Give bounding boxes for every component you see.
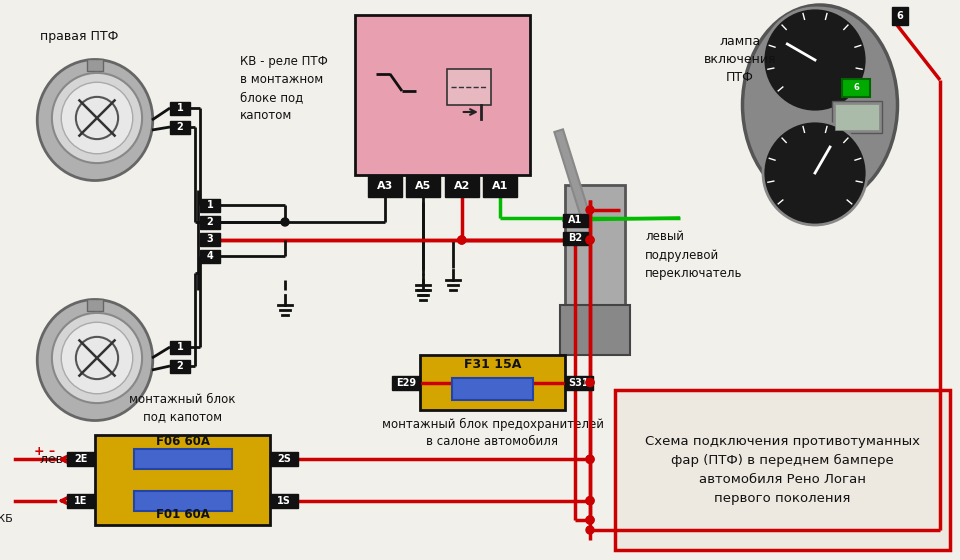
Bar: [200, 250, 220, 263]
Text: правая ПТФ: правая ПТФ: [40, 30, 118, 43]
Circle shape: [586, 526, 594, 534]
Circle shape: [586, 497, 594, 505]
Bar: [87, 298, 103, 310]
Bar: [563, 213, 588, 226]
Circle shape: [586, 206, 594, 214]
Circle shape: [61, 322, 132, 394]
Text: 1S: 1S: [277, 496, 291, 506]
Bar: [87, 58, 103, 71]
Circle shape: [586, 497, 594, 505]
Ellipse shape: [37, 300, 153, 421]
Bar: [95, 435, 270, 525]
Bar: [565, 185, 625, 335]
Bar: [420, 355, 565, 410]
Text: 2E: 2E: [74, 454, 87, 464]
Bar: [835, 104, 879, 130]
Circle shape: [586, 516, 594, 524]
Circle shape: [52, 73, 142, 163]
Circle shape: [763, 8, 867, 112]
Text: A1: A1: [492, 181, 509, 191]
Circle shape: [61, 82, 132, 154]
Text: 4: 4: [206, 251, 213, 261]
Text: F01 60A: F01 60A: [156, 508, 209, 521]
Text: 1E: 1E: [74, 496, 87, 506]
Text: A1: A1: [568, 215, 582, 225]
Circle shape: [763, 121, 867, 225]
Text: 3: 3: [206, 234, 213, 244]
Text: левый
подрулевой
переключатель: левый подрулевой переключатель: [645, 231, 742, 279]
Text: 1: 1: [177, 342, 183, 352]
Text: B2: B2: [568, 233, 582, 243]
Circle shape: [586, 455, 594, 463]
Text: + –: + –: [35, 445, 56, 458]
Bar: [452, 378, 533, 400]
Text: КВ - реле ПТФ
в монтажном
блоке под
капотом: КВ - реле ПТФ в монтажном блоке под капо…: [240, 55, 328, 122]
Bar: [565, 376, 593, 390]
Bar: [563, 231, 588, 245]
Text: E29: E29: [396, 377, 416, 388]
Bar: [446, 69, 491, 105]
Text: 1: 1: [177, 103, 183, 113]
Bar: [67, 452, 95, 466]
Text: с вывода "+" АКБ: с вывода "+" АКБ: [0, 514, 13, 524]
Bar: [270, 452, 298, 466]
Bar: [444, 175, 479, 197]
Text: 2: 2: [177, 361, 183, 371]
Bar: [170, 340, 190, 353]
Bar: [133, 491, 231, 511]
Text: F31 15A: F31 15A: [464, 358, 521, 371]
Circle shape: [458, 236, 466, 244]
Bar: [392, 376, 420, 390]
Text: 1: 1: [206, 200, 213, 210]
Text: левая ПТФ: левая ПТФ: [40, 453, 110, 466]
Circle shape: [586, 455, 594, 463]
Bar: [842, 79, 870, 97]
Text: A5: A5: [415, 181, 431, 191]
Bar: [355, 15, 530, 175]
Ellipse shape: [37, 59, 153, 180]
Bar: [270, 494, 298, 508]
Text: монтажный блок
под капотом: монтажный блок под капотом: [130, 393, 236, 423]
Text: F06 60A: F06 60A: [156, 435, 209, 448]
Bar: [368, 175, 401, 197]
Text: A3: A3: [376, 181, 393, 191]
Bar: [832, 101, 882, 133]
Circle shape: [586, 236, 594, 244]
Bar: [170, 120, 190, 133]
Text: монтажный блок предохранителей
в салоне автомобиля: монтажный блок предохранителей в салоне …: [381, 418, 604, 448]
Bar: [200, 198, 220, 212]
Bar: [133, 449, 231, 469]
Text: 2: 2: [177, 122, 183, 132]
Text: S31: S31: [568, 377, 589, 388]
Circle shape: [586, 379, 594, 386]
Circle shape: [586, 516, 594, 524]
Text: Схема подключения противотуманных
фар (ПТФ) в переднем бампере
автомобиля Рено Л: Схема подключения противотуманных фар (П…: [645, 435, 920, 505]
Bar: [483, 175, 517, 197]
Bar: [892, 7, 908, 25]
Circle shape: [586, 236, 594, 244]
Text: 6: 6: [853, 83, 859, 92]
Text: A2: A2: [453, 181, 470, 191]
Bar: [200, 216, 220, 228]
Circle shape: [586, 379, 594, 386]
Bar: [406, 175, 441, 197]
Text: 6: 6: [897, 11, 903, 21]
Circle shape: [52, 313, 142, 403]
Bar: [560, 305, 630, 355]
Text: 2S: 2S: [277, 454, 291, 464]
Bar: [67, 494, 95, 508]
Bar: [170, 360, 190, 372]
Circle shape: [281, 218, 289, 226]
Text: лампа
включения
ПТФ: лампа включения ПТФ: [704, 35, 777, 84]
Bar: [170, 101, 190, 114]
Text: 2: 2: [206, 217, 213, 227]
Circle shape: [458, 236, 466, 244]
Ellipse shape: [742, 5, 898, 205]
Bar: [615, 390, 950, 550]
Bar: [200, 232, 220, 245]
